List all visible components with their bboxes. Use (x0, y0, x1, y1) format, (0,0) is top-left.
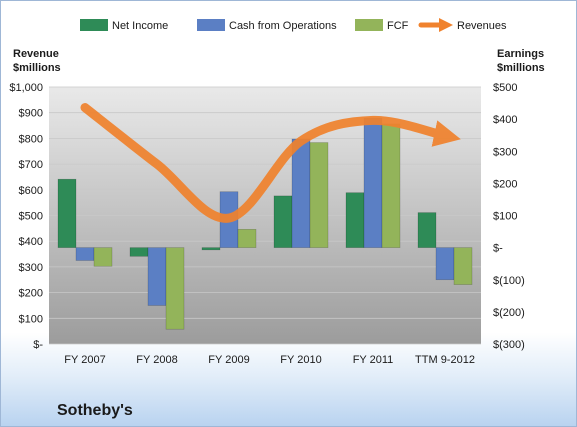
legend: Net Income Cash from Operations FCF Reve… (80, 18, 507, 32)
left-tick-label: $300 (19, 262, 43, 274)
bar-cash-from-operations-fy-2010 (291, 138, 311, 248)
left-axis-ticks: $- $100 $200 $300 $400 $500 $600 $700 $800 $900 $1… (9, 82, 43, 351)
right-tick-label: $(200) (493, 307, 525, 319)
category-label-fy-2011: FY 2011 (353, 354, 394, 366)
left-tick-label: $500 (19, 211, 43, 223)
bar-cash-from-operations-fy-2007 (75, 247, 95, 261)
bar-cash-from-operations-ttm-9-2012 (435, 247, 455, 281)
revenue-line (80, 103, 461, 223)
right-tick-label: $- (493, 243, 503, 255)
left-tick-label: $- (33, 339, 43, 351)
left-axis-title-line2: $millions (13, 62, 61, 74)
bar-net-income-ttm-9-2012 (417, 212, 437, 248)
bar-net-income-fy-2008 (129, 247, 149, 257)
legend-item-fcf[interactable]: FCF (355, 19, 409, 32)
legend-label-fcf: FCF (387, 20, 409, 32)
left-tick-label: $200 (19, 288, 43, 300)
right-tick-label: $200 (493, 178, 517, 190)
bar-fcf-fy-2007 (93, 247, 113, 267)
right-tick-label: $400 (493, 114, 517, 126)
revenue-line-layer (80, 103, 461, 223)
right-tick-label: $(300) (493, 339, 525, 351)
right-tick-label: $500 (493, 82, 517, 94)
category-label-ttm-9-2012: TTM 9-2012 (415, 354, 475, 366)
right-tick-label: $(100) (493, 275, 525, 287)
bar-cash-from-operations-fy-2008 (147, 247, 167, 306)
left-tick-label: $900 (19, 108, 43, 120)
legend-label-net-income: Net Income (112, 20, 168, 32)
right-tick-label: $100 (493, 211, 517, 223)
legend-item-cash-from-operations[interactable]: Cash from Operations (197, 19, 337, 32)
right-tick-label: $300 (493, 146, 517, 158)
legend-swatch-net-income (80, 19, 108, 31)
bar-net-income-fy-2010 (273, 195, 293, 248)
right-axis-title-line2: $millions (497, 62, 545, 74)
right-axis-title-line1: Earnings (497, 48, 544, 60)
left-tick-label: $1,000 (9, 82, 43, 94)
left-tick-label: $400 (19, 236, 43, 248)
bar-fcf-ttm-9-2012 (453, 247, 473, 285)
legend-item-net-income[interactable]: Net Income (80, 19, 168, 32)
left-tick-label: $100 (19, 313, 43, 325)
bar-fcf-fy-2009 (237, 229, 257, 248)
left-tick-label: $600 (19, 185, 43, 197)
category-label-fy-2008: FY 2008 (136, 354, 177, 366)
category-label-fy-2007: FY 2007 (64, 354, 105, 366)
legend-swatch-cash-from-operations (197, 19, 225, 31)
legend-item-revenues[interactable]: Revenues (418, 18, 507, 32)
bar-net-income-fy-2009 (201, 247, 221, 251)
legend-label-cash-from-operations: Cash from Operations (229, 20, 337, 32)
bar-fcf-fy-2010 (309, 142, 329, 248)
left-axis-title-line1: Revenue (13, 48, 59, 60)
bar-series (57, 117, 473, 330)
left-tick-label: $700 (19, 159, 43, 171)
bar-net-income-fy-2007 (57, 178, 77, 248)
legend-swatch-fcf (355, 19, 383, 31)
left-tick-label: $800 (19, 133, 43, 145)
right-axis-ticks: $(300) $(200) $(100) $- $100 $200 $300 $400 $500 (493, 82, 525, 351)
bar-fcf-fy-2008 (165, 247, 185, 330)
legend-arrow-icon (439, 18, 453, 32)
category-label-fy-2010: FY 2010 (280, 354, 321, 366)
bar-cash-from-operations-fy-2011 (363, 117, 383, 248)
bar-fcf-fy-2011 (381, 123, 401, 248)
company-name: Sotheby's (57, 402, 133, 419)
category-label-fy-2009: FY 2009 (208, 354, 249, 366)
category-labels: FY 2007 FY 2008 FY 2009 FY 2010 FY 2011 TTM 9… (64, 354, 475, 366)
legend-label-revenues: Revenues (457, 20, 507, 32)
bar-net-income-fy-2011 (345, 192, 365, 248)
